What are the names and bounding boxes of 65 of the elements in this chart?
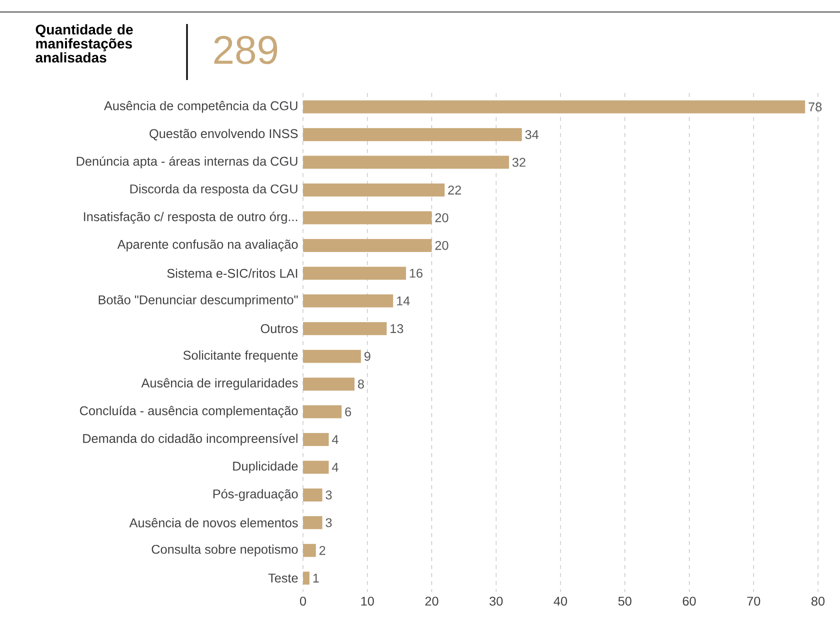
y-tick-label: Questão envolvendo INSS bbox=[150, 128, 298, 140]
y-tick-label: Demanda do cidadão incompreensível bbox=[83, 434, 298, 446]
y-tick-label: Consulta sobre nepotismo bbox=[152, 544, 298, 556]
data-label: 14 bbox=[397, 296, 410, 306]
y-tick-label: Solicitante frequente bbox=[183, 350, 298, 362]
data-label: 16 bbox=[410, 268, 422, 278]
x-tick-label: 10 bbox=[361, 596, 374, 606]
data-label: 3 bbox=[326, 490, 332, 500]
data-label: 13 bbox=[390, 324, 404, 334]
bar bbox=[303, 128, 522, 142]
bar bbox=[303, 322, 387, 336]
bar bbox=[303, 266, 406, 280]
bar bbox=[303, 156, 509, 169]
data-label: 9 bbox=[364, 352, 370, 361]
bar bbox=[303, 350, 361, 363]
data-label: 8 bbox=[358, 380, 364, 389]
bar bbox=[303, 572, 310, 585]
y-tick-label: Denúncia apta - áreas internas da CGU bbox=[76, 156, 298, 168]
data-label: 6 bbox=[345, 407, 352, 416]
y-tick-label: Outros bbox=[260, 324, 298, 334]
x-tick-label: 60 bbox=[682, 596, 696, 606]
bar bbox=[303, 211, 432, 224]
bar bbox=[303, 184, 445, 197]
data-label: 20 bbox=[435, 213, 448, 222]
data-label: 22 bbox=[448, 186, 462, 194]
y-tick-label: Ausência de novos elementos bbox=[129, 518, 298, 528]
bar bbox=[303, 405, 342, 418]
bar bbox=[303, 100, 806, 114]
y-tick-label: Aparente confusão na avaliação bbox=[117, 240, 298, 252]
bar bbox=[303, 294, 394, 308]
y-tick-label: Teste bbox=[268, 574, 298, 583]
y-tick-label: Duplicidade bbox=[233, 461, 298, 474]
y-tick-label: Concluída - ausência complementação bbox=[80, 406, 298, 418]
data-label: 2 bbox=[319, 546, 326, 555]
y-tick-label: Pós-graduação bbox=[213, 488, 298, 501]
y-tick-label: Ausência de competência da CGU bbox=[104, 100, 298, 113]
x-tick-label: 40 bbox=[554, 596, 568, 606]
bar bbox=[303, 460, 329, 474]
data-label: 20 bbox=[435, 240, 448, 250]
bar bbox=[303, 544, 316, 557]
y-tick-label: Sistema e-SIC/ritos LAI bbox=[167, 268, 298, 278]
x-tick-label: 30 bbox=[490, 596, 503, 606]
x-tick-label: 70 bbox=[747, 596, 760, 606]
y-tick-label: Botão "Denunciar descumprimento" bbox=[98, 295, 298, 307]
text: Quantidade de manifestações analisadas bbox=[36, 24, 133, 63]
data-label: 3 bbox=[326, 518, 332, 528]
x-tick-label: 20 bbox=[425, 596, 438, 606]
bar bbox=[303, 516, 322, 530]
y-tick-label: Discorda da resposta da CGU bbox=[130, 184, 298, 196]
data-label: 32 bbox=[512, 158, 526, 167]
text: 289 bbox=[214, 36, 278, 64]
y-tick-label: Insatisfação c/ resposta de outro órg... bbox=[84, 212, 298, 224]
bar bbox=[303, 238, 432, 252]
data-label: 34 bbox=[525, 130, 539, 140]
x-tick-label: 0 bbox=[300, 596, 306, 606]
x-tick-label: 80 bbox=[811, 596, 825, 606]
data-label: 4 bbox=[332, 462, 338, 472]
data-label: 4 bbox=[332, 435, 338, 444]
x-tick-label: 50 bbox=[618, 596, 632, 606]
bar bbox=[303, 378, 354, 391]
bar bbox=[303, 488, 322, 502]
data-label: 1 bbox=[313, 574, 319, 582]
y-tick-label: Ausência de irregularidades bbox=[141, 378, 298, 390]
bar bbox=[303, 433, 329, 446]
data-label: 78 bbox=[808, 102, 822, 112]
